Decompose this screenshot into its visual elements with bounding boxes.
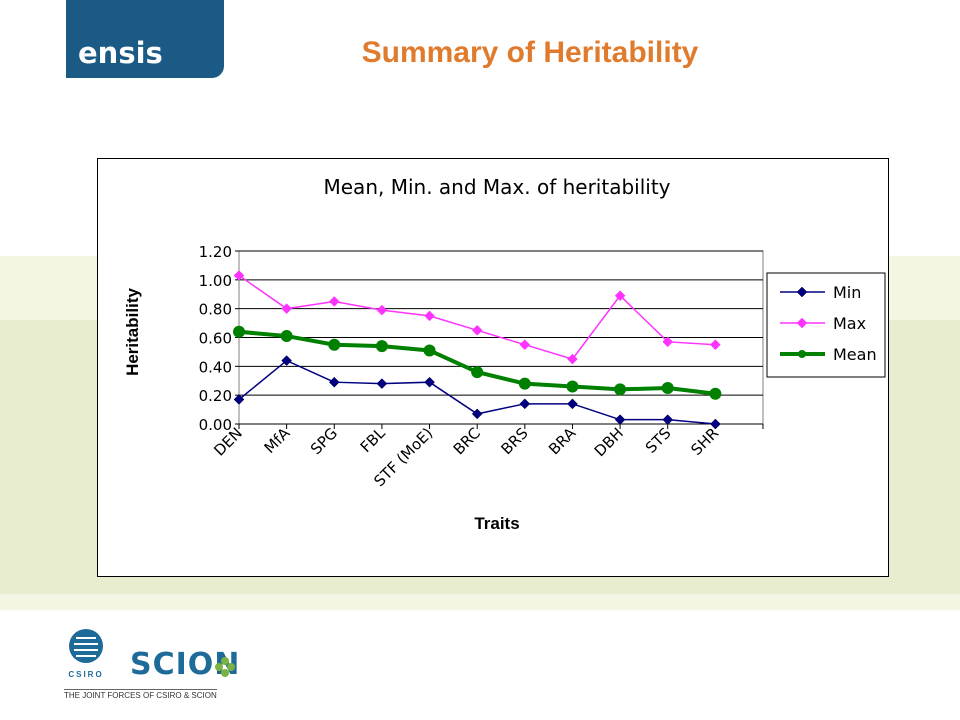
- point-mean: [566, 380, 579, 393]
- point-min: [567, 398, 578, 410]
- ensis-logo: ensis: [66, 0, 224, 78]
- point-mean: [375, 340, 388, 353]
- point-mean: [709, 387, 722, 400]
- point-min: [662, 414, 674, 426]
- x-tick-label: BRA: [545, 424, 580, 459]
- y-tick-label: 0.60: [199, 330, 232, 348]
- x-tick-label: DBH: [591, 424, 627, 460]
- y-axis-label: Heritability: [123, 288, 142, 376]
- x-tick-label: SPG: [307, 424, 341, 458]
- x-tick-label: SHR: [687, 424, 722, 459]
- point-mean: [661, 381, 674, 394]
- legend-marker-min: [796, 286, 808, 298]
- point-max: [376, 304, 388, 316]
- ensis-logo-text: ensis: [78, 36, 163, 70]
- point-max: [614, 290, 626, 302]
- point-min: [376, 378, 388, 389]
- y-tick-label: 1.20: [199, 243, 232, 261]
- x-tick-label: MfA: [261, 424, 294, 457]
- point-mean: [518, 377, 531, 390]
- chart-frame: Mean, Min. and Max. of heritability Heri…: [97, 158, 889, 577]
- legend-label-min: Min: [833, 283, 861, 302]
- page-title: Summary of Heritability: [361, 36, 699, 69]
- point-max: [328, 296, 340, 307]
- point-max: [519, 339, 531, 351]
- clover-icon: [215, 657, 235, 677]
- point-mean: [471, 366, 484, 379]
- y-tick-label: 0.80: [199, 301, 232, 319]
- point-max: [281, 303, 292, 315]
- x-tick-label: STS: [642, 424, 675, 457]
- csiro-logo: CSIRO: [68, 629, 103, 679]
- point-mean: [280, 330, 293, 343]
- point-max: [710, 339, 721, 351]
- point-min: [281, 355, 292, 366]
- point-max: [567, 353, 578, 365]
- chart-title: Mean, Min. and Max. of heritability: [324, 175, 671, 199]
- point-min: [614, 414, 626, 426]
- point-max: [233, 270, 245, 281]
- y-tick-label: 0.40: [199, 358, 232, 376]
- point-max: [471, 324, 483, 336]
- point-min: [519, 398, 531, 410]
- point-max: [662, 336, 674, 348]
- point-mean: [423, 344, 436, 357]
- footer-tagline: THE JOINT FORCES OF CSIRO & SCION: [64, 689, 217, 700]
- point-min: [471, 408, 483, 420]
- legend-label-max: Max: [833, 314, 866, 333]
- point-min: [328, 376, 340, 388]
- x-axis-label: Traits: [474, 514, 519, 533]
- point-mean: [233, 325, 245, 338]
- csiro-logo-lines: [74, 637, 98, 657]
- point-mean: [614, 383, 627, 396]
- background-band-bottom: [0, 594, 960, 610]
- x-tick-label: BRC: [450, 424, 484, 458]
- legend-label-mean: Mean: [833, 345, 877, 364]
- x-tick-label: FBL: [357, 424, 389, 456]
- point-max: [424, 310, 435, 322]
- csiro-logo-mark: [69, 629, 103, 663]
- point-min: [710, 418, 721, 430]
- legend-marker-max: [796, 317, 808, 329]
- y-tick-label: 0.00: [199, 416, 232, 434]
- point-min: [233, 394, 245, 405]
- point-min: [424, 376, 435, 388]
- legend-marker-mean: [798, 350, 806, 358]
- point-mean: [328, 338, 341, 351]
- x-tick-label: BRS: [498, 424, 532, 458]
- y-tick-label: 0.20: [199, 387, 232, 405]
- y-tick-label: 1.00: [199, 272, 232, 290]
- heritability-line-chart: Mean, Min. and Max. of heritability Heri…: [123, 175, 886, 533]
- legend-box: [766, 272, 886, 378]
- csiro-label: CSIRO: [68, 670, 103, 679]
